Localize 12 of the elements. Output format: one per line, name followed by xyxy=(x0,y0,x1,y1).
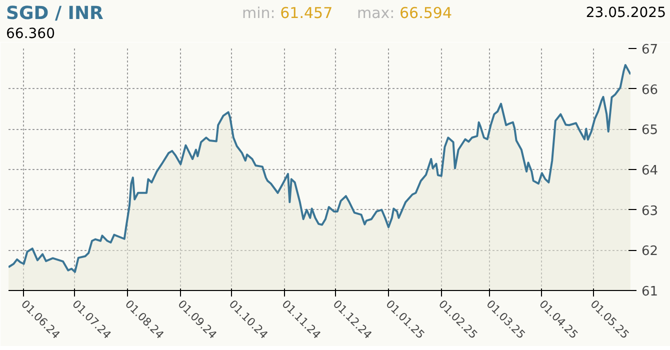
y-tick-label: 66 xyxy=(642,82,658,98)
text: max: 66.594 xyxy=(357,4,452,22)
y-tick-label: 67 xyxy=(642,42,658,58)
y-tick-label: 65 xyxy=(642,123,658,138)
y-tick-label: 63 xyxy=(642,204,658,219)
chart-title: SGD / INR xyxy=(6,2,104,26)
text: min: 61.457 xyxy=(242,4,333,22)
text: 23.05.2025 xyxy=(586,4,666,23)
y-tick-label: 61 xyxy=(642,284,658,300)
y-tick-label: 62 xyxy=(642,244,658,260)
text: 66.360 xyxy=(6,25,55,44)
y-tick-label: 64 xyxy=(642,164,658,178)
